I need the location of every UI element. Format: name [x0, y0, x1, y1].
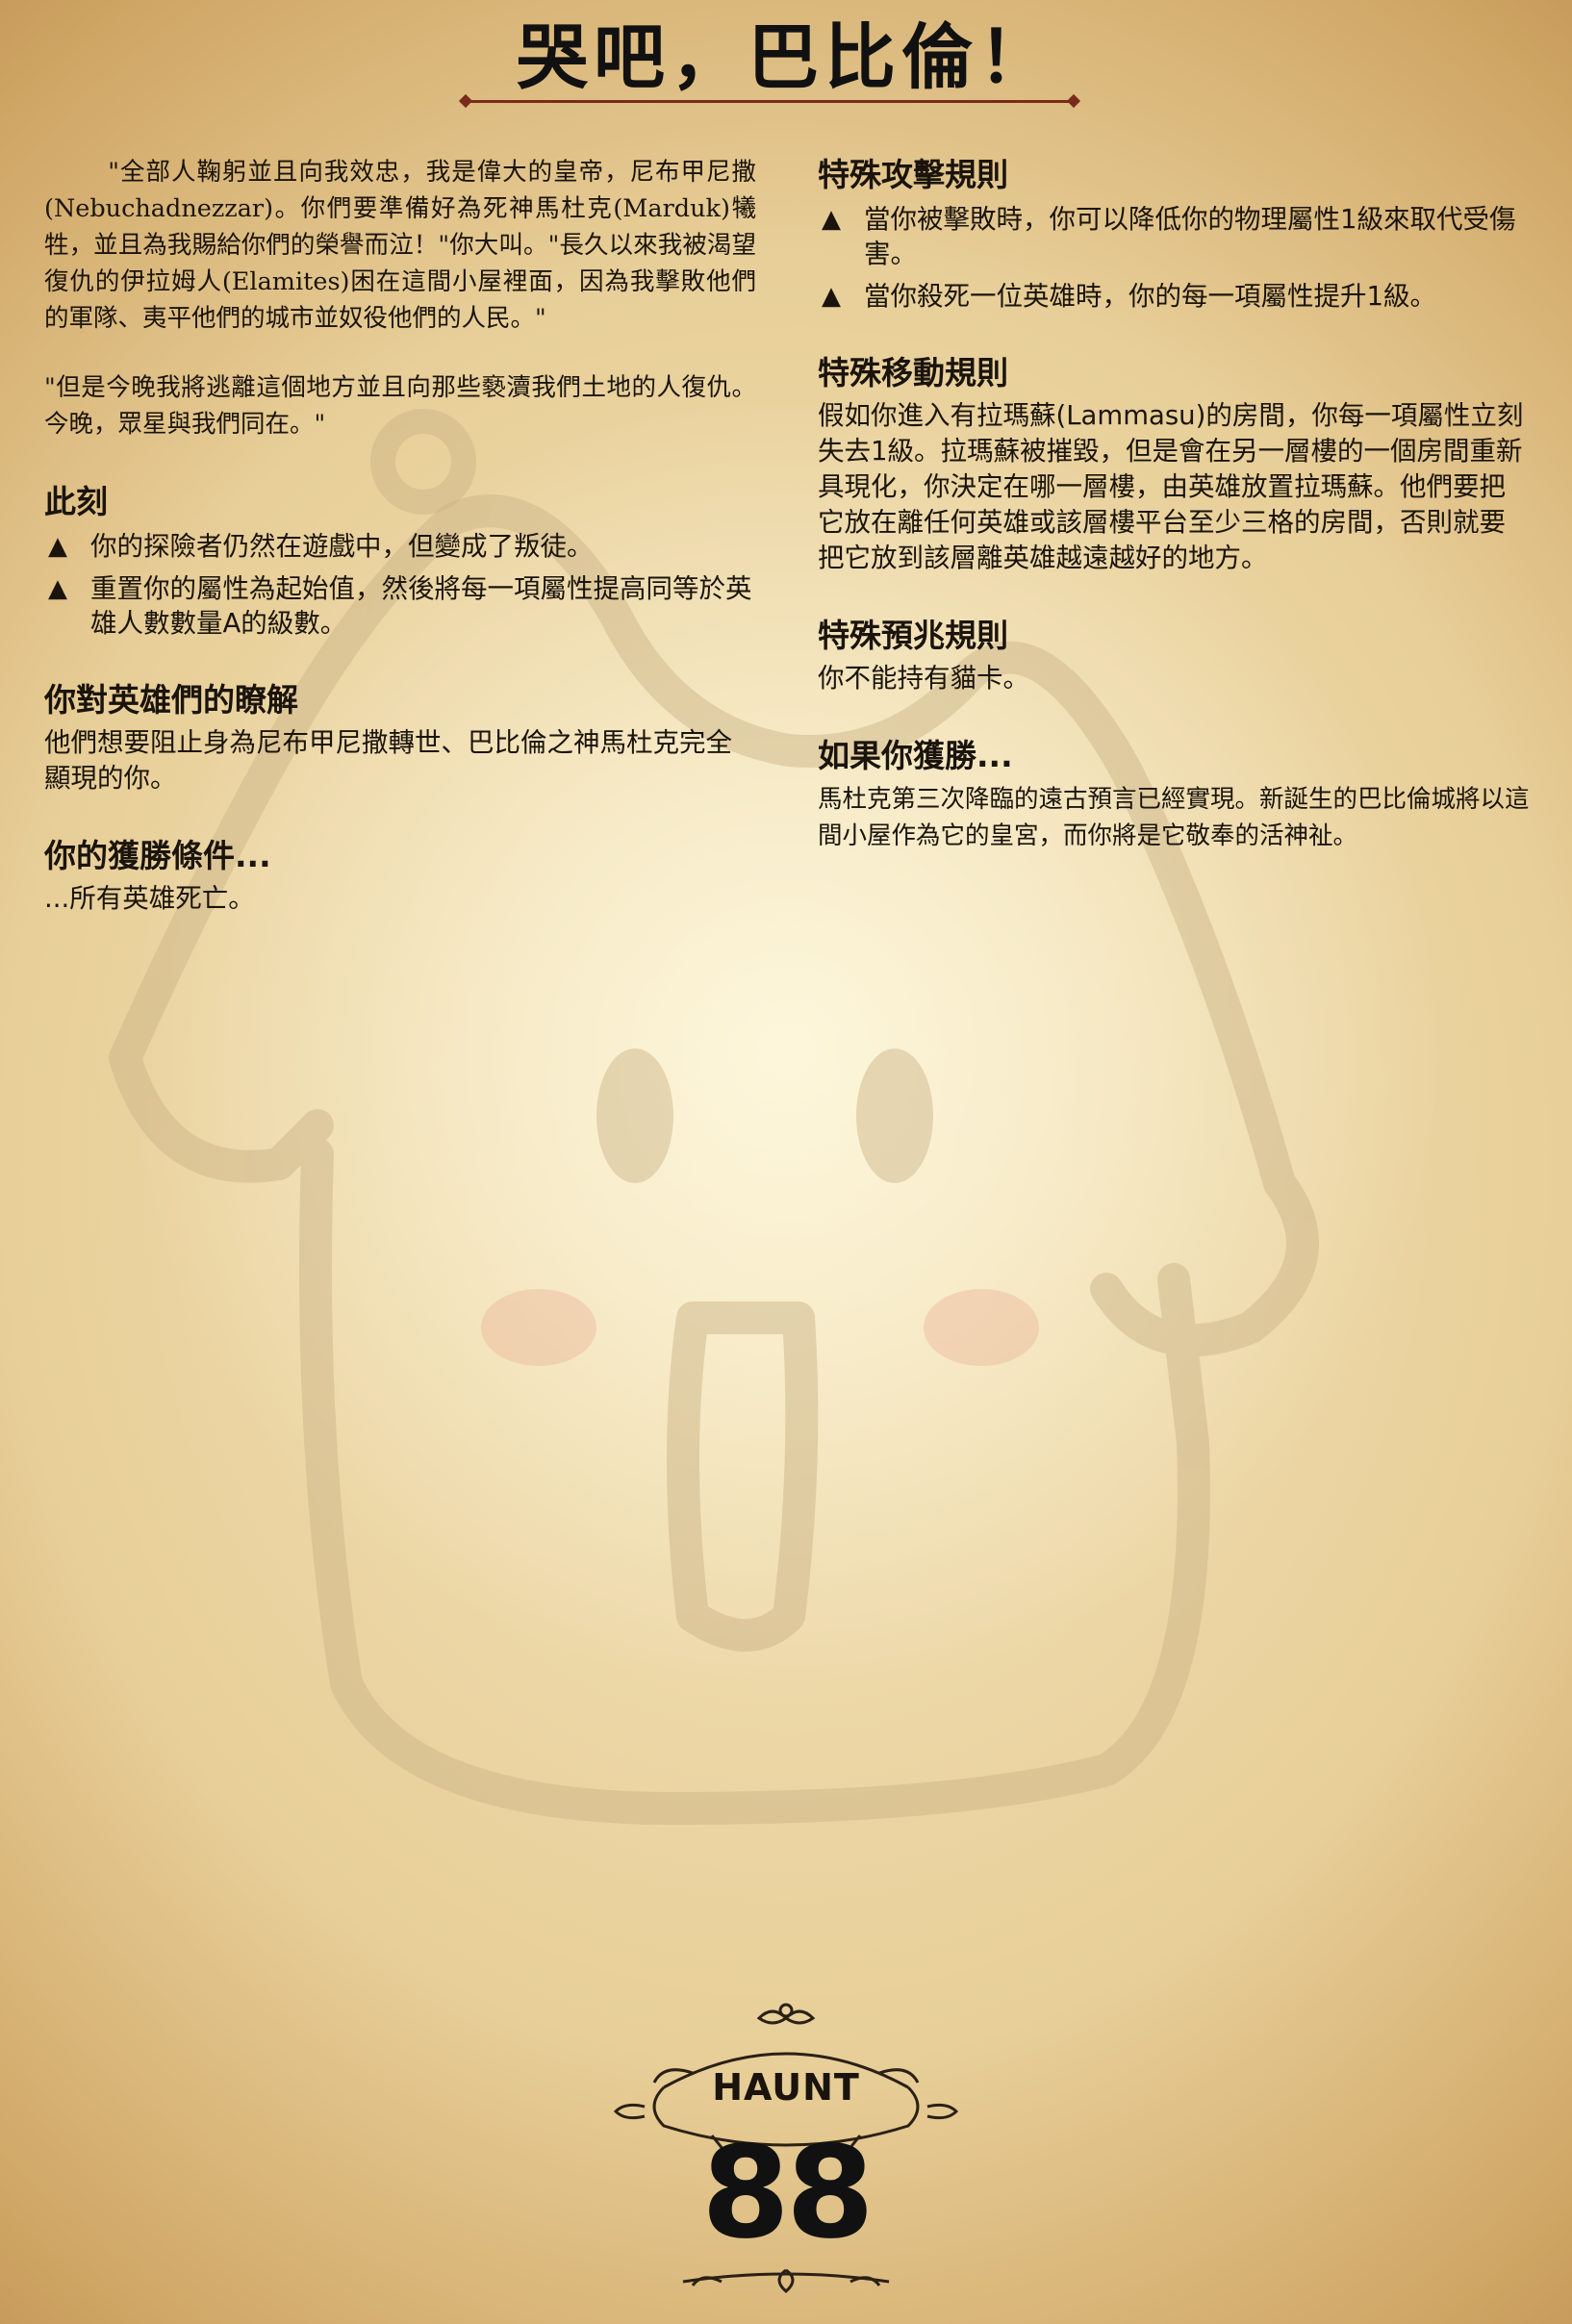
section-if-you-win: 如果你獲勝... 馬杜克第三次降臨的遠古預言已經實現。新誕生的巴比倫城將以這間小…	[818, 735, 1530, 854]
flavor-text-2: "但是今晚我將逃離這個地方並且向那些褻瀆我們土地的人復仇。今晚，眾星與我們同在。…	[44, 373, 756, 439]
section-special-attack: 特殊攻擊規則 ▲ 當你被擊敗時，你可以降低你的物理屬性1級來取代受傷害。 ▲ 當你殺…	[818, 154, 1530, 314]
haunt-number: 88	[701, 2119, 875, 2267]
flavor-text-1: "全部人鞠躬並且向我效忠，我是偉大的皇帝，尼布甲尼撒(Nebuchadnezza…	[44, 158, 756, 333]
title-block: 哭吧，巴比倫！	[0, 16, 1572, 99]
title-divider	[467, 100, 1073, 103]
bullet-list: ▲ 當你被擊敗時，你可以降低你的物理屬性1級來取代受傷害。 ▲ 當你殺死一位英雄時，…	[818, 202, 1530, 314]
triangle-bullet-icon: ▲	[822, 282, 841, 311]
haunt-emblem: HAUNT 88	[606, 1982, 966, 2309]
list-item: ▲ 重置你的屬性為起始值，然後將每一項屬性提高同等於英雄人數數量A的級數。	[44, 571, 756, 641]
section-now: 此刻 ▲ 你的探險者仍然在遊戲中，但變成了叛徒。 ▲ 重置你的屬性為起始值，然後將每…	[44, 481, 756, 641]
left-column: "全部人鞠躬並且向我效忠，我是偉大的皇帝，尼布甲尼撒(Nebuchadnezza…	[44, 154, 756, 917]
section-heading: 特殊移動規則	[818, 354, 1008, 392]
section-heading: 特殊預兆規則	[818, 617, 1008, 654]
section-text: 他們想要阻止身為尼布甲尼撒轉世、巴比倫之神馬杜克完全顯現的你。	[44, 727, 732, 794]
section-text: 馬杜克第三次降臨的遠古預言已經實現。新誕生的巴比倫城將以這間小屋作為它的皇宮，而…	[818, 785, 1530, 850]
list-item-text: 重置你的屬性為起始值，然後將每一項屬性提高同等於英雄人數數量A的級數。	[90, 573, 752, 639]
section-special-omen: 特殊預兆規則 你不能持有貓卡。	[818, 615, 1530, 696]
section-know-heroes: 你對英雄們的瞭解 他們想要阻止身為尼布甲尼撒轉世、巴比倫之神馬杜克完全顯現的你。	[44, 679, 756, 796]
section-heading: 如果你獲勝...	[818, 737, 1013, 774]
section-heading: 此刻	[44, 483, 108, 520]
section-heading: 你對英雄們的瞭解	[44, 681, 298, 719]
list-item: ▲ 當你殺死一位英雄時，你的每一項屬性提升1級。	[818, 279, 1530, 314]
list-item-text: 當你殺死一位英雄時，你的每一項屬性提升1級。	[864, 281, 1436, 312]
section-heading: 你的獲勝條件...	[44, 837, 271, 874]
section-text: 假如你進入有拉瑪蘇(Lammasu)的房間，你每一項屬性立刻失去1級。拉瑪蘇被摧…	[818, 400, 1524, 573]
haunt-label: HAUNT	[712, 2066, 860, 2109]
page-title: 哭吧，巴比倫！	[517, 16, 1055, 99]
triangle-bullet-icon: ▲	[48, 574, 67, 603]
triangle-bullet-icon: ▲	[48, 532, 67, 561]
list-item-text: 當你被擊敗時，你可以降低你的物理屬性1級來取代受傷害。	[864, 204, 1516, 269]
right-column: 特殊攻擊規則 ▲ 當你被擊敗時，你可以降低你的物理屬性1級來取代受傷害。 ▲ 當你殺…	[818, 154, 1530, 854]
section-text: ...所有英雄死亡。	[44, 883, 255, 914]
bullet-list: ▲ 你的探險者仍然在遊戲中，但變成了叛徒。 ▲ 重置你的屬性為起始值，然後將每一項屬…	[44, 529, 756, 641]
section-special-movement: 特殊移動規則 假如你進入有拉瑪蘇(Lammasu)的房間，你每一項屬性立刻失去1…	[818, 352, 1530, 576]
ornament-frame-icon	[613, 2003, 959, 2293]
section-text: 你不能持有貓卡。	[818, 663, 1029, 694]
list-item-text: 你的探險者仍然在遊戲中，但變成了叛徒。	[90, 531, 594, 562]
section-heading: 特殊攻擊規則	[818, 156, 1008, 193]
triangle-bullet-icon: ▲	[822, 205, 841, 234]
section-win-condition: 你的獲勝條件... ...所有英雄死亡。	[44, 835, 756, 917]
list-item: ▲ 當你被擊敗時，你可以降低你的物理屬性1級來取代受傷害。	[818, 202, 1530, 271]
list-item: ▲ 你的探險者仍然在遊戲中，但變成了叛徒。	[44, 529, 756, 564]
